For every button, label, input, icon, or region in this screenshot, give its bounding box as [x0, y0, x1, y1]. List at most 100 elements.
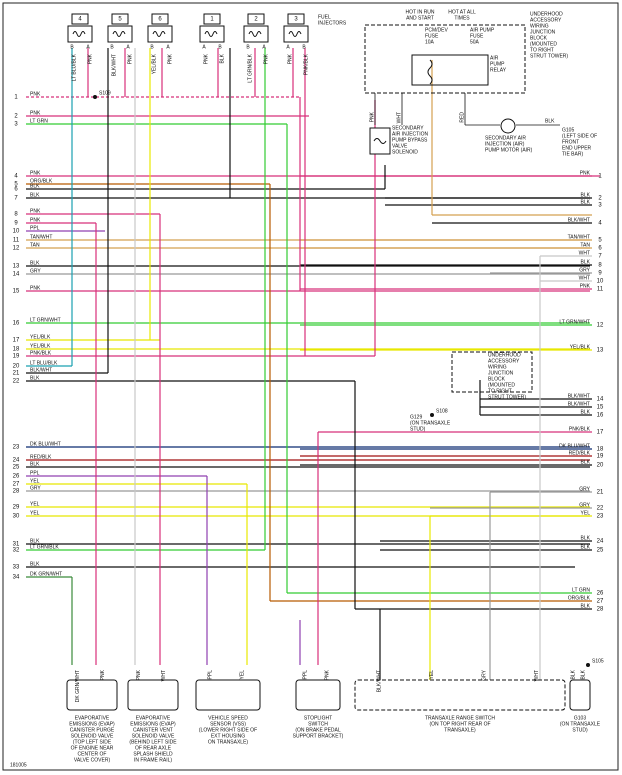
- component: [569, 679, 591, 711]
- component-label: (TOP LEFT SIDE: [73, 739, 112, 745]
- left-wire-number: 27: [13, 482, 20, 488]
- component: [295, 679, 341, 711]
- left-wire-number: 31: [13, 542, 20, 548]
- component-label: G103: [574, 715, 586, 721]
- component-label: ON TRANSAXLE): [208, 739, 249, 745]
- valve-coil: [373, 138, 387, 144]
- ground-label: G129: [410, 414, 422, 420]
- pump-wire-label: BLK: [545, 118, 555, 124]
- right-wire-number: 18: [597, 447, 604, 453]
- injector-coil: [248, 31, 262, 37]
- left-wire-number: 18: [13, 347, 20, 353]
- component-label: STOPLIGHT: [304, 715, 332, 721]
- component-label: SOLENOID VALVE: [71, 733, 114, 739]
- left-wire-number: 5: [14, 182, 18, 188]
- left-wire-label: BLK: [30, 561, 40, 567]
- right-wire-label: BLK/WHT: [568, 217, 590, 223]
- right-wire-number: 19: [597, 454, 604, 460]
- injector-number: 6: [158, 17, 162, 23]
- block-label: (MOUNTED: [488, 382, 515, 388]
- block-label: TO RIGHT: [488, 388, 512, 394]
- left-wire-label: DK BLU/WHT: [30, 441, 61, 447]
- component-label: SWITCH: [308, 721, 328, 727]
- left-wire-number: 29: [13, 505, 20, 511]
- right-wire-label: BLK: [581, 535, 591, 541]
- left-wire-number: 33: [13, 565, 20, 571]
- left-wire-number: 25: [13, 465, 20, 471]
- pin-label: B: [302, 44, 306, 50]
- right-wire-number: 2: [598, 196, 602, 202]
- splice: [93, 95, 97, 99]
- bypass-valve-label: SOLENOID: [392, 149, 418, 155]
- component-label: (BEHIND LEFT SIDE: [129, 739, 177, 745]
- hot-label: HOT IN RUN: [405, 9, 434, 15]
- component-wire-label: PNK: [324, 669, 330, 680]
- right-wire-label: BLK: [581, 409, 591, 415]
- right-wire-number: 11: [597, 287, 604, 293]
- component-label: (ON TRANSAXLE: [560, 721, 601, 727]
- component-label: OF REAR AXLE: [135, 745, 172, 751]
- right-wire-number: 13: [597, 348, 604, 354]
- splice-label: S109: [99, 90, 111, 96]
- component-label: EVAPORATIVE: [136, 715, 171, 721]
- pin-label: B: [70, 44, 74, 50]
- right-wire-number: 10: [597, 279, 604, 285]
- injector-number: 1: [210, 17, 214, 23]
- right-wire-label: TAN/WHT: [568, 234, 590, 240]
- component-wire-label: PNK: [136, 669, 142, 680]
- right-wire-number: 23: [597, 514, 604, 520]
- relay-label: RELAY: [490, 67, 507, 73]
- block-label: UNDERHOOD: [488, 352, 521, 358]
- right-wire-number: 5: [598, 238, 602, 244]
- component: [127, 679, 179, 711]
- component-wire-label: WHT: [161, 670, 167, 681]
- left-wire-number: 26: [13, 474, 20, 480]
- injector: [107, 25, 133, 43]
- air-pump-motor: [500, 118, 516, 134]
- component-label: CANISTER VENT: [133, 727, 173, 733]
- block-label: WIRING: [530, 23, 549, 29]
- left-wire-label: GRY: [30, 268, 41, 274]
- pin-label: B: [150, 44, 154, 50]
- injector: [147, 25, 173, 43]
- air-pump-label: INJECTION (AIR): [485, 141, 525, 147]
- left-wire-number: 11: [13, 238, 20, 244]
- left-wire-label: LT GRN: [30, 118, 48, 124]
- pin-label: B: [110, 44, 114, 50]
- left-wire-label: ORG/BLK: [30, 178, 53, 184]
- block-label: TO RIGHT: [530, 47, 554, 53]
- left-wire-number: 17: [13, 338, 20, 344]
- block-label: WIRING: [488, 364, 507, 370]
- left-wire-label: TAN: [30, 242, 40, 248]
- right-wire-number: 3: [598, 203, 602, 209]
- right-wire-label: BLK: [581, 459, 591, 465]
- component-label: STUD): [572, 727, 588, 733]
- injector-wire-label: YEL/BLK: [151, 53, 157, 74]
- fuse-label: 50A: [470, 39, 480, 45]
- air-pump-label: SECONDARY AIR: [485, 135, 526, 141]
- injector-wire-label: PNK: [167, 53, 173, 64]
- block-label: ACCESSORY: [488, 358, 520, 364]
- right-wire-label: RED/BLK: [569, 450, 591, 456]
- injectors-title: INJECTORS: [318, 20, 347, 26]
- relay-label: PUMP: [490, 61, 505, 67]
- component-label: VALVE COVER): [74, 757, 111, 763]
- left-wire-number: 2: [14, 114, 18, 120]
- right-wire-label: WHT: [579, 250, 590, 256]
- left-wire-label: BLK/WHT: [30, 367, 52, 373]
- injectors-title: FUEL: [318, 14, 331, 20]
- right-wire-number: 28: [597, 607, 604, 613]
- injector-wire-label: LT BLU/BLK: [71, 53, 77, 81]
- injector-wire-label: LT GRN/BLK: [247, 53, 253, 82]
- right-wire-label: BLK/WHT: [568, 393, 590, 399]
- right-wire-number: 8: [598, 263, 602, 269]
- splice-label: S105: [592, 658, 604, 664]
- left-wire-number: 28: [13, 489, 20, 495]
- block-label: BLOCK: [530, 35, 548, 41]
- left-wire-number: 19: [13, 354, 20, 360]
- left-wire-label: BLK: [30, 375, 40, 381]
- right-wire-number: 12: [597, 323, 604, 329]
- pin-label: A: [286, 44, 290, 50]
- right-wire-label: BLK: [581, 192, 591, 198]
- left-wire-label: BLK: [30, 192, 40, 198]
